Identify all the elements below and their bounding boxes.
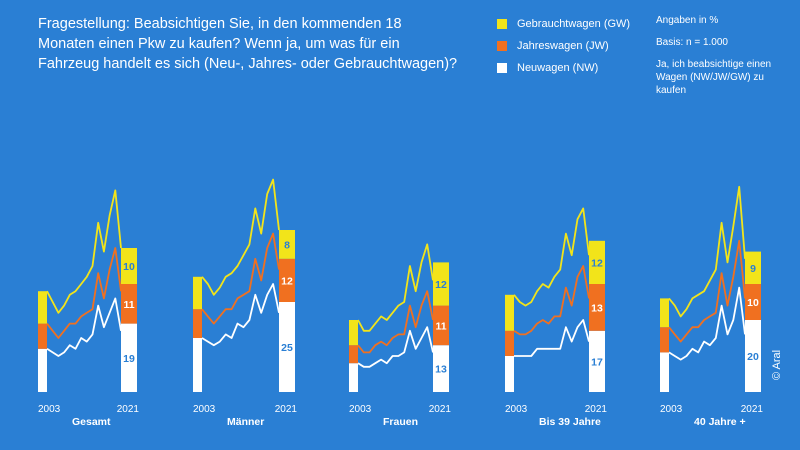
end-bar-jw <box>589 284 605 331</box>
legend-item-gw: Gebrauchtwagen (GW) <box>497 14 630 34</box>
legend-item-nw: Neuwagen (NW) <box>497 58 630 78</box>
end-bar-nw <box>745 320 761 392</box>
trend-line-nw <box>201 283 280 347</box>
x-end-label: 2021 <box>117 404 140 415</box>
trend-line-nw <box>46 297 122 357</box>
trend-line-jw <box>668 239 746 343</box>
end-bar-nw <box>279 302 295 392</box>
end-label-gw: 9 <box>750 263 756 275</box>
end-label-gw: 10 <box>123 261 135 273</box>
start-bar-nw <box>349 363 358 392</box>
end-label-jw: 10 <box>747 297 759 309</box>
trend-line-nw <box>357 326 434 368</box>
start-bar-gw <box>349 320 358 346</box>
notes: Angaben in % Basis: n = 1.000 Ja, ich be… <box>656 14 786 106</box>
legend-label-gw: Gebrauchtwagen (GW) <box>517 18 631 30</box>
end-bar-gw <box>121 248 137 284</box>
end-label-jw: 11 <box>123 299 134 311</box>
start-bar-jw <box>349 345 358 364</box>
start-bar-gw <box>38 291 47 324</box>
legend-item-jw: Jahreswagen (JW) <box>497 36 630 56</box>
start-bar-nw <box>660 352 669 392</box>
start-bar-nw <box>505 356 514 392</box>
trend-line-nw <box>514 319 590 357</box>
end-bar-gw <box>745 251 761 284</box>
panel-title: Männer <box>227 416 264 428</box>
start-bar-nw <box>193 338 202 392</box>
legend-swatch-jw <box>497 41 507 51</box>
trend-line-gw <box>357 243 434 332</box>
x-end-label: 2021 <box>585 404 608 415</box>
trend-line-gw <box>513 207 590 307</box>
end-bar-jw <box>279 258 295 302</box>
end-label-jw: 11 <box>435 320 446 332</box>
series-note: Ja, ich beabsichtige einen Wagen (NW/JW/… <box>656 59 772 96</box>
end-label-nw: 19 <box>123 353 135 365</box>
end-label-nw: 25 <box>281 342 293 354</box>
end-label-gw: 8 <box>284 239 290 251</box>
panel-title: Gesamt <box>72 416 111 428</box>
end-bar-gw <box>433 262 449 306</box>
x-start-label: 2003 <box>193 404 216 415</box>
x-start-label: 2003 <box>660 404 683 415</box>
panel-title: 40 Jahre + <box>694 416 746 428</box>
legend-label-jw: Jahreswagen (JW) <box>517 40 609 52</box>
legend-swatch-gw <box>497 19 507 29</box>
end-label-jw: 13 <box>591 302 603 314</box>
end-label-nw: 13 <box>435 364 447 376</box>
end-bar-nw <box>589 330 605 392</box>
question-text: Fragestellung: Beabsichtigen Sie, in den… <box>38 16 458 72</box>
end-label-nw: 17 <box>591 356 603 368</box>
x-start-label: 2003 <box>38 404 61 415</box>
trend-line-nw <box>668 286 746 361</box>
end-label-gw: 12 <box>591 257 603 269</box>
trend-line-gw <box>201 178 280 296</box>
end-bar-nw <box>121 323 137 392</box>
panel-title: Frauen <box>383 416 418 428</box>
end-label-gw: 12 <box>435 279 447 291</box>
legend-label-nw: Neuwagen (NW) <box>517 62 599 74</box>
x-end-label: 2021 <box>275 404 298 415</box>
trend-line-jw <box>357 290 434 354</box>
end-label-nw: 20 <box>747 351 759 363</box>
trend-line-gw <box>668 185 746 318</box>
start-bar-gw <box>660 298 669 328</box>
trend-line-jw <box>513 265 590 336</box>
start-bar-jw <box>660 327 669 353</box>
end-bar-jw <box>433 305 449 346</box>
start-bar-jw <box>505 330 514 356</box>
end-bar-jw <box>745 284 761 320</box>
end-bar-gw <box>589 240 605 284</box>
unit-note: Angaben in % <box>656 15 719 26</box>
start-bar-gw <box>505 294 514 331</box>
trend-line-jw <box>201 232 280 325</box>
end-bar-nw <box>433 345 449 392</box>
x-end-label: 2021 <box>429 404 452 415</box>
legend: Gebrauchtwagen (GW) Jahreswagen (JW) Neu… <box>497 14 630 80</box>
start-bar-jw <box>193 309 202 338</box>
x-start-label: 2003 <box>349 404 372 415</box>
panel-title: Bis 39 Jahre <box>539 416 601 428</box>
end-bar-gw <box>279 230 295 259</box>
x-start-label: 2003 <box>505 404 528 415</box>
trend-line-jw <box>46 247 122 339</box>
x-end-label: 2021 <box>741 404 764 415</box>
start-bar-nw <box>38 348 47 392</box>
trend-line-gw <box>46 189 122 314</box>
start-bar-jw <box>38 323 47 349</box>
end-label-jw: 12 <box>281 275 293 287</box>
start-bar-gw <box>193 276 202 310</box>
legend-swatch-nw <box>497 63 507 73</box>
end-bar-jw <box>121 284 137 324</box>
basis-note: Basis: n = 1.000 <box>656 37 728 48</box>
